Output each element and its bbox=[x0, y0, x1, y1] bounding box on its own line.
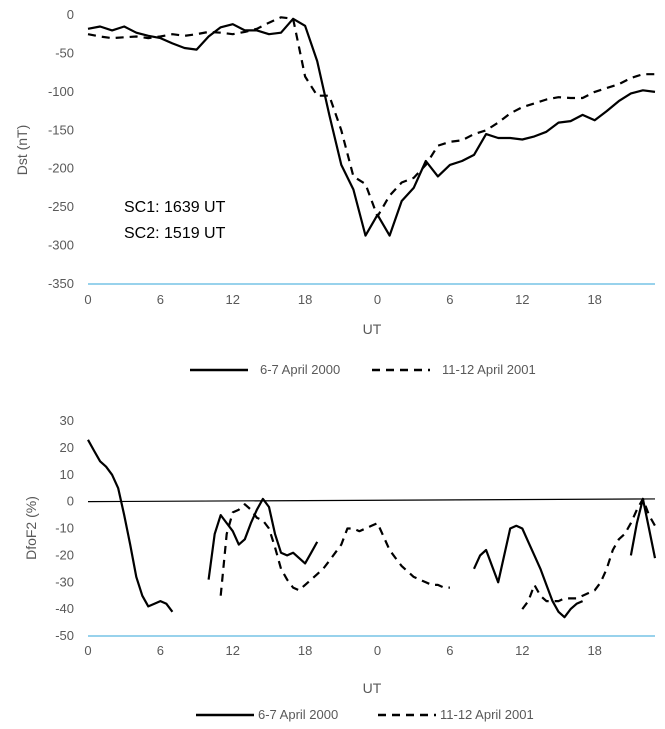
x-tick-label: 6 bbox=[157, 643, 164, 658]
x-tick-label: 0 bbox=[374, 292, 381, 307]
series-line-solid bbox=[629, 497, 657, 559]
y-tick-label: 10 bbox=[60, 467, 74, 482]
series-line-solid bbox=[207, 497, 319, 580]
y-tick-label: -30 bbox=[55, 574, 74, 589]
zero-reference-line bbox=[87, 498, 656, 503]
series-line-dashed bbox=[87, 16, 655, 218]
y-tick-label: -100 bbox=[48, 84, 74, 99]
series-line-solid bbox=[472, 524, 584, 619]
y-tick-label: -10 bbox=[55, 521, 74, 536]
x-tick-label: 6 bbox=[446, 292, 453, 307]
y-tick-label: -50 bbox=[55, 45, 74, 60]
x-tick-label: 18 bbox=[298, 292, 312, 307]
series-line-solid bbox=[87, 439, 174, 613]
y-axis-label: DfoF2 (%) bbox=[23, 496, 39, 560]
y-axis-label: Dst (nT) bbox=[14, 125, 30, 176]
x-tick-label: 18 bbox=[587, 643, 601, 658]
dst-chart: 0 -50 -100 -150 -200 -250 -300 -350 0 6 12 18 0 6 12 18… bbox=[14, 7, 656, 377]
y-tick-label: -40 bbox=[55, 601, 74, 616]
series-line-dashed bbox=[219, 503, 450, 596]
x-tick-label: 12 bbox=[226, 292, 240, 307]
legend-label: 11-12 April 2001 bbox=[442, 362, 536, 377]
x-tick-label: 12 bbox=[515, 643, 529, 658]
legend-label: 6-7 April 2000 bbox=[258, 707, 338, 722]
x-tick-label: 12 bbox=[515, 292, 529, 307]
x-tick-label: 6 bbox=[157, 292, 164, 307]
series-line-dashed bbox=[521, 497, 656, 610]
y-tick-label: -20 bbox=[55, 547, 74, 562]
y-tick-label: -200 bbox=[48, 161, 74, 176]
y-tick-label: -250 bbox=[48, 199, 74, 214]
y-tick-label: -150 bbox=[48, 122, 74, 137]
y-tick-label: 0 bbox=[67, 7, 74, 22]
x-tick-label: 0 bbox=[84, 643, 91, 658]
y-tick-label: 0 bbox=[67, 494, 74, 509]
series-line-solid bbox=[87, 17, 656, 237]
x-axis-label: UT bbox=[363, 321, 382, 337]
annotation-text: SC1: 1639 UT bbox=[124, 199, 226, 216]
x-tick-label: 6 bbox=[446, 643, 453, 658]
dfof2-chart: 30 20 10 0 -10 -20 -30 -40 -50 0 6 12 18 0 6 12 18 UT DfoF… bbox=[23, 413, 657, 722]
y-tick-label: -350 bbox=[48, 276, 74, 291]
legend-label: 6-7 April 2000 bbox=[260, 362, 340, 377]
y-tick-label: -300 bbox=[48, 238, 74, 253]
y-tick-label: 30 bbox=[60, 413, 74, 428]
legend-label: 11-12 April 2001 bbox=[440, 707, 534, 722]
x-tick-label: 0 bbox=[84, 292, 91, 307]
annotation-text: SC2: 1519 UT bbox=[124, 225, 226, 242]
x-tick-label: 12 bbox=[226, 643, 240, 658]
x-axis-label: UT bbox=[363, 680, 382, 696]
x-tick-label: 0 bbox=[374, 643, 381, 658]
x-tick-label: 18 bbox=[587, 292, 601, 307]
x-tick-label: 18 bbox=[298, 643, 312, 658]
y-tick-label: 20 bbox=[60, 440, 74, 455]
y-tick-label: -50 bbox=[55, 628, 74, 643]
